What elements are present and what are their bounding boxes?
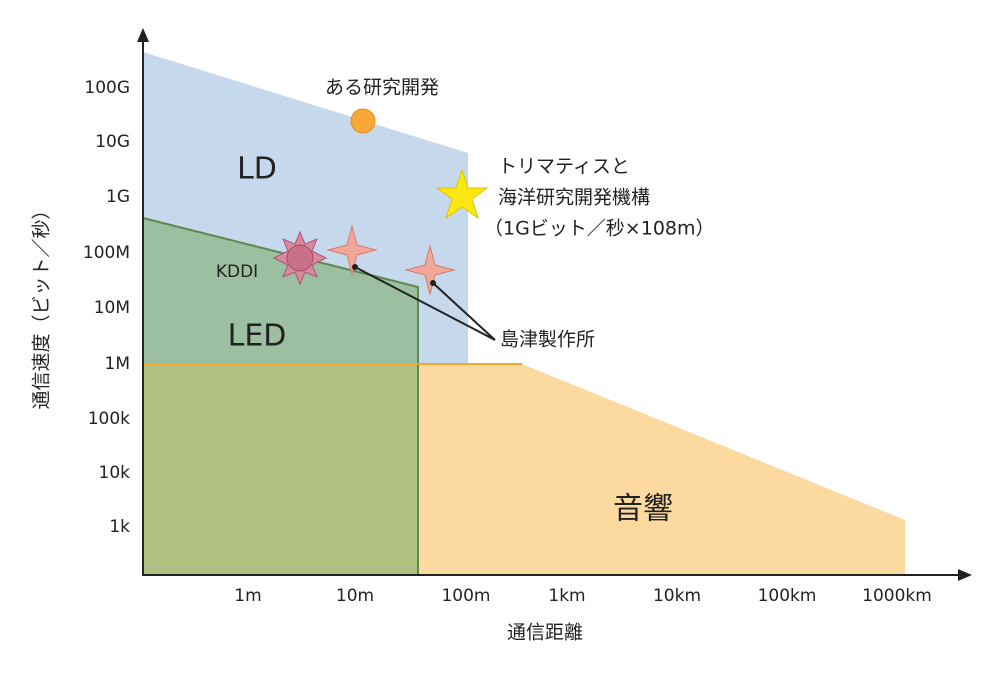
y-axis-title: 通信速度（ビット／秒） <box>31 200 53 409</box>
x-tick-label: 10m <box>336 586 374 606</box>
point-label: （1Gビット／秒×108m） <box>484 218 715 240</box>
y-tick-label: 10k <box>99 463 131 483</box>
region-label: LED <box>228 319 287 354</box>
point-label: トリマティスと <box>498 156 630 178</box>
y-tick-label: 1k <box>109 517 130 537</box>
point-label: KDDI <box>216 262 258 282</box>
point-label: 島津製作所 <box>500 329 595 351</box>
y-tick-label: 100M <box>83 243 130 263</box>
x-tick-label: 1000km <box>862 586 932 606</box>
y-ticks: 100G 10G 1G 100M 10M 1M 100k 10k 1k <box>83 78 130 537</box>
region-label: LD <box>237 152 277 187</box>
x-arrow <box>958 569 972 581</box>
shimadzu-marker <box>326 224 378 276</box>
y-tick-label: 10G <box>95 132 130 152</box>
y-tick-label: 100k <box>88 409 130 429</box>
x-tick-label: 10km <box>653 586 701 606</box>
y-arrow <box>137 28 149 42</box>
research-marker <box>350 108 376 134</box>
y-tick-label: 100G <box>84 78 130 98</box>
led-region <box>143 218 418 575</box>
jamstec-marker <box>435 168 489 220</box>
x-tick-label: 1km <box>548 586 585 606</box>
y-tick-label: 10M <box>94 298 130 318</box>
point-label: ある研究開発 <box>325 77 439 99</box>
x-axis-title: 通信距離 <box>507 622 583 644</box>
led-border <box>142 217 419 575</box>
point-label: 海洋研究開発機構 <box>498 187 650 209</box>
y-tick-label: 1M <box>105 354 130 374</box>
kddi-marker-core <box>286 244 314 272</box>
y-tick-label: 1G <box>106 187 130 207</box>
callout-dot <box>352 264 358 270</box>
x-tick-label: 100km <box>758 586 817 606</box>
callout-line <box>432 282 496 341</box>
callout-line <box>354 266 496 341</box>
callout-dot <box>430 280 436 286</box>
x-ticks: 1m 10m 100m 1km 10km 100km 1000km <box>234 586 932 606</box>
region-label: 音響 <box>613 492 673 527</box>
shimadzu-marker <box>404 244 456 296</box>
x-tick-label: 1m <box>234 586 261 606</box>
x-tick-label: 100m <box>441 586 490 606</box>
